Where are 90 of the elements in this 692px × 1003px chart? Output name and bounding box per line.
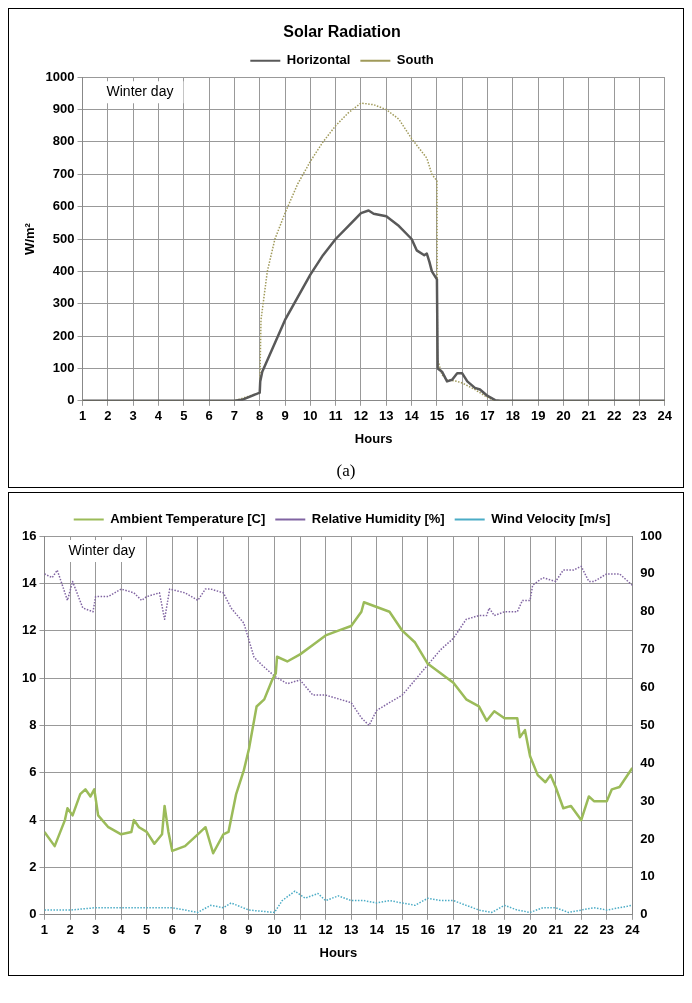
x-tick-label: 18 bbox=[505, 408, 521, 424]
y-axis-title: W/m² bbox=[22, 222, 38, 255]
y-tick-label: 16 bbox=[21, 527, 37, 543]
y-tick-label: 6 bbox=[29, 764, 37, 780]
legend-label: South bbox=[396, 52, 434, 68]
y-tick-label: 10 bbox=[21, 669, 37, 685]
y2-tick-label: 40 bbox=[640, 754, 655, 770]
x-tick-label: 16 bbox=[420, 922, 436, 938]
x-tick-label: 22 bbox=[606, 408, 622, 424]
x-axis-title: Hours bbox=[354, 430, 393, 446]
x-tick-label: 8 bbox=[256, 408, 264, 424]
x-tick-label: 4 bbox=[117, 922, 126, 938]
x-tick-label: 21 bbox=[581, 408, 597, 424]
y-tick-label: 800 bbox=[52, 133, 75, 149]
y-tick-label: 600 bbox=[52, 198, 75, 214]
x-tick-label: 24 bbox=[625, 922, 641, 938]
y-tick-label: 4 bbox=[29, 811, 38, 827]
y2-tick-label: 90 bbox=[640, 565, 655, 581]
x-tick-label: 10 bbox=[303, 408, 318, 424]
y-tick-label: 14 bbox=[21, 574, 38, 590]
x-tick-label: 14 bbox=[404, 408, 420, 424]
y-tick-label: 0 bbox=[29, 906, 37, 922]
y2-tick-label: 100 bbox=[640, 527, 663, 543]
x-tick-label: 1 bbox=[40, 922, 49, 938]
y-tick-label: 300 bbox=[52, 295, 75, 311]
x-tick-label: 6 bbox=[205, 408, 213, 424]
x-tick-label: 11 bbox=[293, 922, 307, 938]
y2-tick-label: 0 bbox=[640, 906, 648, 922]
x-tick-label: 11 bbox=[328, 408, 343, 424]
legend-label: Ambient Temperature [C] bbox=[110, 511, 266, 527]
x-tick-label: 12 bbox=[318, 922, 333, 938]
y-tick-label: 100 bbox=[52, 360, 75, 376]
annotation: Winter day bbox=[106, 83, 174, 100]
legend-label: Wind Velocity [m/s] bbox=[491, 511, 611, 527]
legend-label: Relative Humidity [%] bbox=[311, 511, 445, 527]
x-tick-label: 4 bbox=[154, 408, 163, 424]
x-tick-label: 23 bbox=[632, 408, 647, 424]
x-tick-label: 19 bbox=[497, 922, 512, 938]
x-tick-label: 3 bbox=[91, 922, 100, 938]
x-tick-label: 3 bbox=[129, 408, 137, 424]
x-tick-label: 20 bbox=[522, 922, 538, 938]
x-tick-label: 13 bbox=[379, 408, 394, 424]
y-tick-label: 900 bbox=[52, 101, 75, 117]
x-tick-label: 18 bbox=[471, 922, 487, 938]
x-tick-label: 15 bbox=[429, 408, 445, 424]
x-tick-label: 6 bbox=[168, 922, 176, 938]
x-tick-label: 5 bbox=[180, 408, 188, 424]
x-tick-label: 20 bbox=[556, 408, 571, 424]
y2-tick-label: 70 bbox=[640, 641, 655, 657]
x-tick-label: 23 bbox=[599, 922, 614, 938]
annotation: Winter day bbox=[68, 541, 136, 558]
y-tick-label: 12 bbox=[21, 622, 37, 638]
x-tick-label: 15 bbox=[395, 922, 410, 938]
x-tick-label: 7 bbox=[230, 408, 239, 424]
x-tick-label: 21 bbox=[548, 922, 563, 938]
x-tick-label: 8 bbox=[219, 922, 227, 938]
x-axis-title: Hours bbox=[319, 944, 358, 960]
x-tick-label: 22 bbox=[573, 922, 589, 938]
y-tick-label: 500 bbox=[52, 230, 75, 246]
x-tick-label: 19 bbox=[530, 408, 546, 424]
y-tick-label: 1000 bbox=[45, 68, 75, 84]
x-tick-label: 16 bbox=[455, 408, 470, 424]
x-tick-label: 12 bbox=[353, 408, 369, 424]
x-tick-label: 10 bbox=[267, 922, 282, 938]
x-tick-label: 17 bbox=[446, 922, 461, 938]
x-tick-label: 14 bbox=[369, 922, 385, 938]
x-tick-label: 9 bbox=[281, 408, 289, 424]
y-tick-label: 2 bbox=[29, 859, 37, 875]
x-tick-label: 24 bbox=[657, 408, 673, 424]
y-tick-label: 700 bbox=[52, 165, 75, 181]
y2-tick-label: 80 bbox=[640, 603, 655, 619]
x-tick-label: 5 bbox=[143, 922, 151, 938]
y2-tick-label: 60 bbox=[640, 679, 655, 695]
x-tick-label: 7 bbox=[194, 922, 202, 938]
y2-tick-label: 50 bbox=[640, 716, 655, 732]
x-tick-label: 17 bbox=[480, 408, 495, 424]
x-tick-label: 2 bbox=[104, 408, 112, 424]
y-tick-label: 400 bbox=[52, 262, 75, 278]
x-tick-label: 9 bbox=[245, 922, 253, 938]
y-tick-label: 8 bbox=[29, 716, 37, 732]
y2-tick-label: 10 bbox=[640, 868, 655, 884]
x-tick-label: 13 bbox=[343, 922, 359, 938]
x-tick-label: 1 bbox=[78, 408, 87, 424]
y-tick-label: 200 bbox=[52, 327, 75, 343]
y2-tick-label: 20 bbox=[640, 830, 655, 846]
chart-title: Solar Radiation bbox=[283, 23, 401, 41]
y2-tick-label: 30 bbox=[640, 792, 655, 808]
legend-label: Horizontal bbox=[286, 52, 351, 68]
y-tick-label: 0 bbox=[67, 392, 75, 408]
text: (a) bbox=[335, 461, 357, 481]
